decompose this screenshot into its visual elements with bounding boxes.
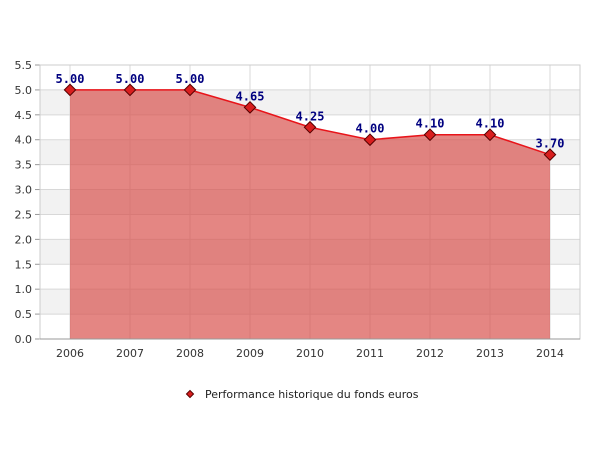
data-label: 4.65 (236, 89, 265, 103)
x-tick-label: 2014 (536, 347, 564, 360)
area-fill (70, 89, 550, 339)
y-tick-label: 0.0 (15, 333, 33, 346)
y-tick-label: 1.0 (15, 283, 33, 296)
legend-marker (185, 389, 195, 399)
data-labels: 5.00 5.00 5.00 4.65 4.25 4.00 4.10 4.10 3.70 (56, 72, 565, 151)
y-tick-label: 3.0 (15, 184, 33, 197)
y-tick-label: 5.5 (15, 59, 33, 72)
data-point-marker (543, 148, 557, 162)
x-tick-label: 2012 (416, 347, 444, 360)
y-tick-label: 4.5 (15, 109, 33, 122)
y-tick-label: 3.5 (15, 159, 33, 172)
y-tick-label: 1.5 (15, 258, 33, 271)
x-tick-label: 2009 (236, 347, 264, 360)
x-tick-label: 2008 (176, 347, 204, 360)
data-label: 4.00 (356, 122, 385, 136)
data-point-markers (63, 83, 557, 162)
x-tick-label: 2006 (56, 347, 84, 360)
data-point-marker (483, 128, 497, 142)
data-point-marker (183, 83, 197, 97)
legend: Performance historique du fonds euros (185, 388, 419, 401)
x-axis-tick-labels: 2006 2007 2008 2009 2010 2011 2012 2013 2014 (56, 347, 564, 360)
data-label: 4.10 (476, 117, 505, 131)
axes (39, 64, 581, 340)
data-label: 4.25 (296, 109, 325, 123)
y-axis-tick-labels: 0.0 0.5 1.0 1.5 2.0 2.5 3.0 3.5 4.0 4.5 5.0 5.5 (15, 59, 33, 346)
data-label: 5.00 (116, 72, 145, 86)
y-tick-label: 2.5 (15, 208, 33, 221)
x-tick-label: 2013 (476, 347, 504, 360)
legend-label: Performance historique du fonds euros (205, 388, 419, 401)
data-point-marker (123, 83, 137, 97)
series-area (70, 89, 550, 339)
data-point-marker (303, 120, 317, 134)
y-tick-label: 2.0 (15, 233, 33, 246)
data-point-marker (363, 133, 377, 147)
data-label: 5.00 (176, 72, 205, 86)
data-point-marker (423, 128, 437, 142)
data-label: 4.10 (416, 117, 445, 131)
x-tick-label: 2010 (296, 347, 324, 360)
y-tick-label: 5.0 (15, 84, 33, 97)
data-label: 5.00 (56, 72, 85, 86)
x-tick-label: 2011 (356, 347, 384, 360)
y-tick-label: 0.5 (15, 308, 33, 321)
x-tick-label: 2007 (116, 347, 144, 360)
data-point-marker (63, 83, 77, 97)
data-point-marker (243, 100, 257, 114)
data-label: 3.70 (536, 137, 565, 151)
y-tick-label: 4.0 (15, 134, 33, 147)
